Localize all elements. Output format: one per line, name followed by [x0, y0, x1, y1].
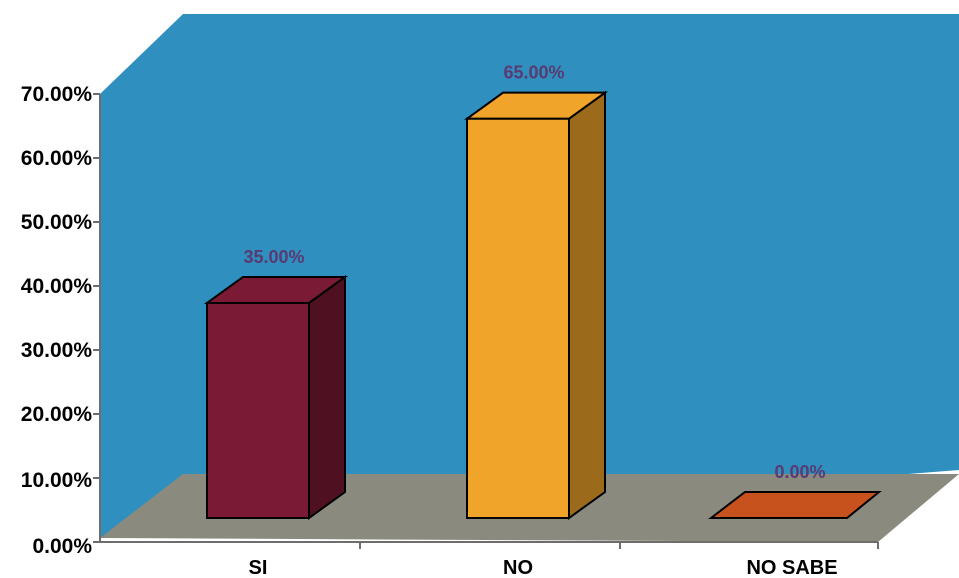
y-tick-label: 70.00% — [21, 83, 93, 106]
bar-side-shade — [569, 92, 605, 518]
bar-no-sabe — [708, 491, 882, 519]
data-label: 0.00% — [774, 462, 825, 482]
bar-side-shade — [309, 276, 345, 518]
y-tick-label: 20.00% — [21, 403, 93, 426]
y-tick-label: 10.00% — [21, 469, 93, 492]
x-category-label: SI — [249, 557, 268, 578]
bar-front — [206, 301, 310, 519]
bar-no — [463, 90, 609, 520]
y-tick-label: 30.00% — [21, 339, 93, 362]
data-label: 35.00% — [243, 247, 304, 267]
bar-top — [463, 91, 609, 120]
data-label: 65.00% — [503, 63, 564, 83]
x-category-label: NO — [503, 557, 533, 578]
x-category-label: NO SABE — [746, 557, 837, 578]
y-tick-label: 40.00% — [21, 275, 93, 298]
y-tick-label: 50.00% — [21, 211, 93, 234]
y-tick-label: 0.00% — [32, 535, 92, 558]
bar-top — [203, 275, 349, 304]
bar-si — [203, 275, 349, 520]
bar-front — [466, 117, 570, 519]
bar-top — [708, 491, 882, 519]
y-tick-label: 60.00% — [21, 147, 93, 170]
